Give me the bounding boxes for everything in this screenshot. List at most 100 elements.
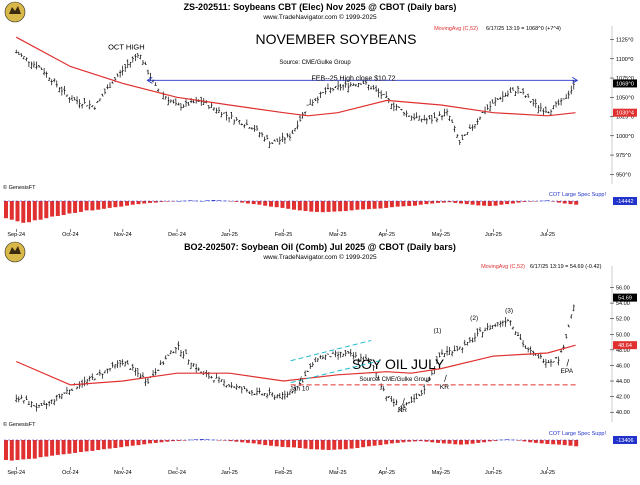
indicator-bar — [27, 201, 31, 223]
channel-line — [290, 360, 380, 384]
y-tick-label: 54.00 — [616, 301, 630, 307]
indicator-bar — [4, 201, 8, 219]
x-tick-label: Jan-25 — [221, 470, 238, 476]
indicator-bar — [176, 440, 181, 441]
indicator-bar — [9, 440, 14, 461]
indicator-bar — [361, 440, 366, 448]
indicator-bar — [297, 440, 302, 448]
indicator-bar — [320, 440, 325, 450]
annotation-label: (3) — [505, 307, 513, 314]
indicator-bar — [21, 201, 26, 223]
indicator-value-box — [613, 436, 637, 444]
indicator-bar — [459, 440, 463, 445]
chart-subtitle: www.TradeNavigator.com © 1999-2025 — [262, 13, 377, 21]
indicator-bar — [441, 201, 446, 203]
indicator-bar — [482, 440, 487, 443]
indicator-bar — [27, 440, 31, 459]
indicator-bar — [176, 201, 181, 202]
indicator-bar — [303, 440, 308, 449]
y-tick-label: 44.00 — [616, 379, 630, 385]
indicator-bar — [119, 440, 124, 448]
indicator-bar — [159, 201, 164, 202]
indicator-bar — [476, 440, 481, 443]
indicator-bar — [562, 201, 567, 204]
indicator-bar — [326, 201, 331, 212]
indicator-bar — [9, 201, 14, 220]
indicator-bar — [528, 440, 533, 443]
indicator-bar — [436, 440, 440, 443]
y-tick-label: 1125^0 — [616, 38, 633, 44]
x-tick-label: Jan-25 — [221, 232, 238, 238]
indicator-label: COT Large Spec Supp! — [549, 431, 607, 437]
indicator-bar — [430, 201, 435, 204]
y-tick-label: 48.00 — [616, 348, 630, 354]
indicator-bar — [493, 201, 498, 206]
annotation-label: (1) — [433, 328, 441, 335]
indicator-bar — [343, 440, 348, 450]
indicator-bar — [130, 201, 135, 205]
indicator-bar — [522, 201, 527, 202]
chart-title: ZS-202511: Soybeans CBT (Elec) Nov 2025 … — [184, 2, 457, 12]
indicator-bar — [44, 440, 49, 457]
indicator-bar — [32, 201, 37, 221]
y-tick-label: 46.00 — [616, 363, 630, 369]
indicator-bar — [430, 440, 435, 443]
indicator-bar — [516, 440, 521, 441]
indicator-bar — [401, 201, 406, 207]
indicator-bar — [107, 440, 112, 449]
indicator-bar — [493, 440, 498, 441]
indicator-bar — [90, 201, 95, 211]
source-label: Source: CME/Gulke Group — [359, 377, 431, 383]
indicator-bar — [315, 201, 319, 212]
last-price-label: 1068^0 — [616, 81, 634, 87]
indicator-bar — [407, 201, 412, 206]
indicator-bar — [84, 201, 89, 211]
x-tick-label: Sep-24 — [7, 470, 25, 476]
indicator-bar — [165, 440, 170, 442]
indicator-bar — [274, 440, 279, 447]
indicator-bar — [188, 439, 193, 441]
indicator-bar — [165, 201, 170, 202]
footer-left: © GenesisFT — [3, 421, 36, 428]
indicator-bar — [159, 440, 164, 443]
indicator-bar — [332, 440, 337, 450]
indicator-bar — [84, 440, 89, 452]
header-right: 6/17/25 13:19 = 1068^0 (+7^4) — [486, 26, 561, 32]
indicator-bar — [309, 440, 314, 450]
x-tick-label: May-25 — [432, 470, 450, 476]
logo-icon — [4, 1, 26, 23]
arrow-head-left — [146, 76, 153, 84]
x-tick-label: May-25 — [432, 232, 450, 238]
indicator-bar — [130, 440, 135, 446]
indicator-bar — [55, 440, 60, 455]
indicator-bar — [499, 201, 504, 205]
indicator-bar — [533, 201, 538, 202]
y-tick-label: 40.00 — [616, 410, 630, 416]
indicator-bar — [539, 440, 544, 444]
indicator-bar — [413, 440, 417, 442]
indicator-bar — [453, 201, 458, 203]
indicator-bar — [453, 440, 458, 445]
indicator-bar — [297, 201, 302, 211]
indicator-bar — [90, 440, 95, 451]
indicator-bar — [153, 440, 158, 443]
indicator-bar — [136, 201, 141, 205]
indicator-bar — [303, 201, 308, 211]
indicator-bar — [240, 440, 245, 443]
indicator-bar — [372, 440, 377, 446]
indicator-bar — [447, 440, 452, 444]
indicator-bar — [574, 201, 579, 205]
indicator-bar — [55, 201, 60, 216]
indicator-bar — [234, 201, 239, 202]
indicator-bar — [61, 440, 66, 455]
x-tick-label: Mar-25 — [329, 470, 346, 476]
indicator-bar — [228, 440, 233, 442]
y-tick-label: 1100^0 — [616, 57, 633, 63]
chart-title: BO2-202507: Soybean Oil (Comb) Jul 2025 … — [184, 242, 456, 252]
x-tick-label: Dec-24 — [168, 470, 186, 476]
indicator-bar — [361, 201, 366, 210]
indicator-bar — [366, 201, 371, 210]
indicator-bar — [459, 201, 463, 204]
indicator-bar — [309, 201, 314, 212]
